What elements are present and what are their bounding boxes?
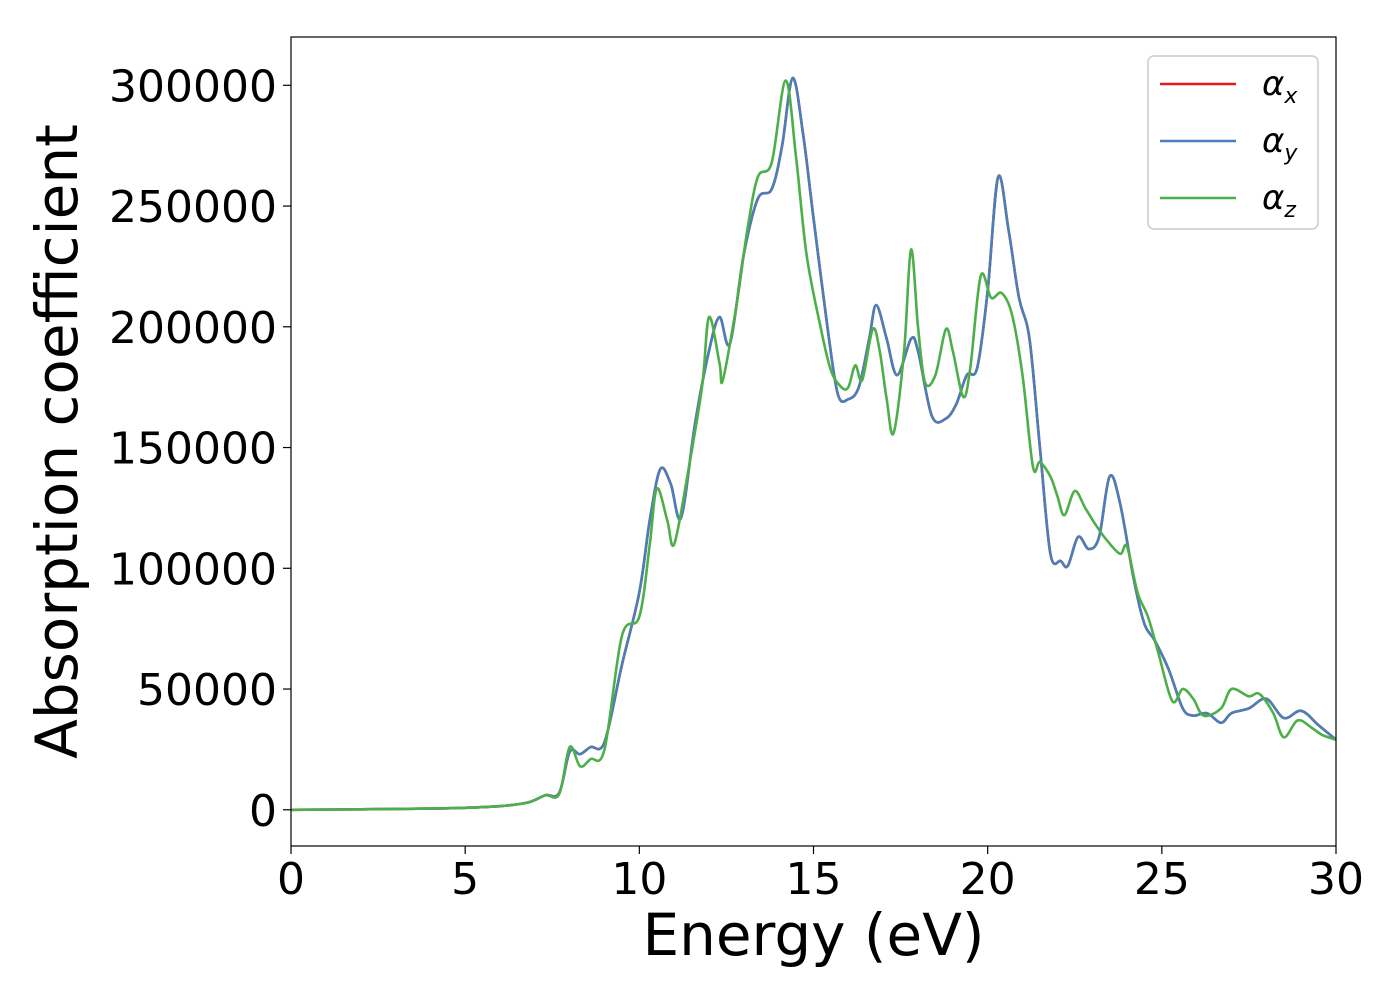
x-tick-label: 10 [611, 854, 667, 905]
x-tick-label: 25 [1134, 854, 1190, 905]
legend-box [1147, 55, 1319, 230]
y-tick-label: 0 [249, 786, 277, 837]
x-axis: 0 5 10 15 20 25 30 [277, 846, 1364, 905]
x-tick-label: 0 [277, 854, 305, 905]
y-tick-label: 50000 [137, 665, 277, 716]
series-line-alpha-z [291, 79, 1336, 812]
y-axis-title: Absorption coefficient [23, 124, 91, 759]
series-layer [291, 76, 1336, 812]
series-line-alpha-y [291, 76, 1336, 812]
y-tick-label: 100000 [109, 544, 277, 595]
x-tick-label: 15 [786, 854, 842, 905]
y-tick-label: 200000 [109, 303, 277, 354]
x-tick-label: 20 [960, 854, 1016, 905]
y-tick-label: 300000 [109, 61, 277, 112]
x-axis-title: Energy (eV) [642, 901, 984, 969]
x-tick-label: 5 [451, 854, 479, 905]
x-tick-label: 30 [1308, 854, 1364, 905]
y-axis: 0 50000 100000 150000 200000 250000 300000 [109, 61, 291, 837]
legend-label-alpha-z: αz [1262, 178, 1296, 223]
y-tick-label: 150000 [109, 424, 277, 475]
y-tick-label: 250000 [109, 182, 277, 233]
